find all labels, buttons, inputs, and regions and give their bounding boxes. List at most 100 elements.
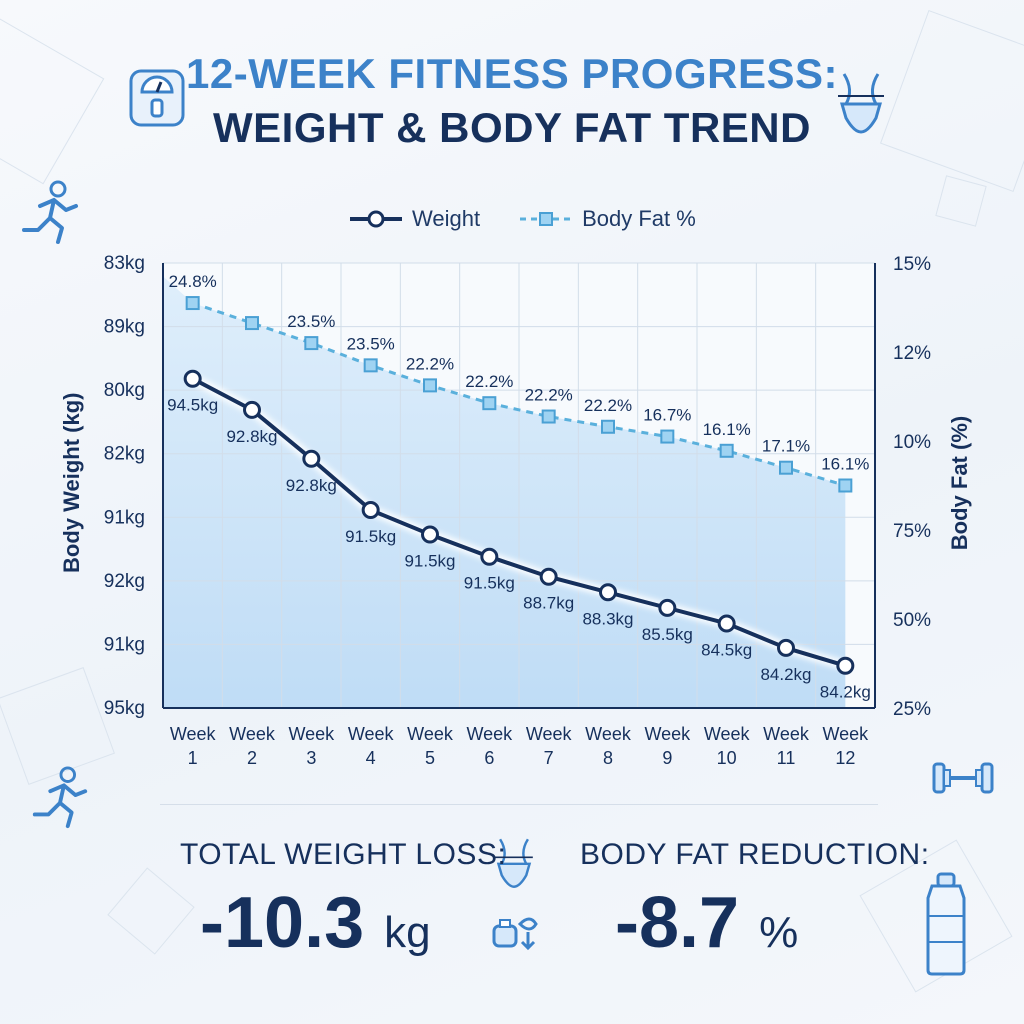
weight-data-label: 84.2kg xyxy=(820,683,871,702)
legend-item-weight: Weight xyxy=(348,206,480,232)
x-tick-label: Week xyxy=(407,724,454,744)
x-tick-label: Week xyxy=(704,724,751,744)
right-tick-label: 50% xyxy=(893,610,931,631)
body-fat-marker xyxy=(719,443,734,458)
body-fat-data-label: 16.7% xyxy=(643,406,691,425)
weight-marker xyxy=(717,614,736,633)
x-tick-label: 8 xyxy=(603,748,613,768)
weight-marker xyxy=(777,638,795,657)
weight-legend-icon xyxy=(350,210,402,228)
chart-title-line1: 12-WEEK FITNESS PROGRESS: xyxy=(186,50,838,97)
x-tick-label: 6 xyxy=(484,748,494,768)
legend-item-body-fat: Body Fat % xyxy=(518,206,696,232)
right-tick-label: 10% xyxy=(893,432,931,453)
left-tick-label: 91kg xyxy=(104,507,145,528)
weight-line xyxy=(191,376,846,668)
waist-icon xyxy=(838,73,884,134)
waist-icon xyxy=(495,838,533,888)
x-tick-label: Week xyxy=(585,724,632,744)
body-fat-marker xyxy=(423,378,437,393)
weight-data-label: 84.5kg xyxy=(701,640,752,659)
left-tick-label: 91kg xyxy=(104,634,145,655)
body-fat-marker xyxy=(601,419,615,434)
body-fat-data-label: 23.5% xyxy=(287,312,335,331)
body-fat-marker xyxy=(660,429,675,444)
right-tick-label: 12% xyxy=(893,343,931,364)
dumbbell-icon xyxy=(932,762,994,794)
x-tick-label: Week xyxy=(348,724,395,744)
left-tick-label: 95kg xyxy=(104,698,145,719)
body-fat-data-label: 16.1% xyxy=(703,420,751,439)
legend-label-weight: Weight xyxy=(412,206,481,231)
x-tick-label: 7 xyxy=(544,748,554,768)
fat-reduction-value: -8.7 % xyxy=(615,882,798,964)
supplements-icon xyxy=(492,917,538,951)
body-fat-marker xyxy=(185,296,200,311)
x-tick-label: 3 xyxy=(306,748,316,768)
body-fat-marker xyxy=(482,396,497,411)
runner-icon xyxy=(32,766,88,829)
x-tick-label: 2 xyxy=(247,748,257,768)
stats-divider xyxy=(160,804,878,805)
body-fat-marker xyxy=(779,460,793,475)
x-tick-label: Week xyxy=(644,724,691,744)
x-tick-label: 5 xyxy=(425,748,435,768)
weight-marker xyxy=(183,369,202,388)
body-fat-marker xyxy=(363,358,378,373)
x-tick-label: 9 xyxy=(662,748,672,768)
weight-loss-value: -10.3 kg xyxy=(200,882,431,964)
x-tick-label: 12 xyxy=(835,748,855,768)
weight-data-label: 88.7kg xyxy=(523,594,574,613)
weight-marker xyxy=(658,598,677,617)
body-fat-marker xyxy=(541,409,556,424)
x-tick-label: Week xyxy=(822,724,869,744)
weight-data-label: 88.3kg xyxy=(582,609,633,628)
x-tick-label: Week xyxy=(229,724,276,744)
body-fat-data-label: 22.2% xyxy=(465,372,513,391)
weight-marker xyxy=(302,449,321,468)
left-tick-label: 83kg xyxy=(104,253,145,274)
runner-icon xyxy=(22,180,78,244)
weight-marker xyxy=(836,656,855,675)
weight-marker xyxy=(243,400,261,419)
chart-title-line2: WEIGHT & BODY FAT TREND xyxy=(213,104,811,151)
weight-data-label: 92.8kg xyxy=(226,427,277,446)
body-fat-marker xyxy=(245,316,259,331)
weight-marker xyxy=(539,567,558,586)
x-tick-label: Week xyxy=(288,724,335,744)
x-tick-label: 4 xyxy=(366,748,376,768)
x-tick-label: Week xyxy=(170,724,217,744)
body-fat-data-label: 23.5% xyxy=(347,334,395,353)
body-fat-area xyxy=(163,276,846,708)
water-bottle-icon xyxy=(926,872,966,976)
right-tick-label: 25% xyxy=(893,699,931,720)
weight-data-label: 92.8kg xyxy=(286,476,337,495)
body-fat-data-label: 22.2% xyxy=(525,386,573,405)
weight-marker xyxy=(480,547,499,566)
x-tick-label: Week xyxy=(466,724,513,744)
body-fat-data-label: 16.1% xyxy=(821,455,869,474)
scale-icon xyxy=(129,69,185,127)
left-tick-label: 92kg xyxy=(104,571,145,592)
right-tick-label: 15% xyxy=(893,254,931,275)
fat-reduction-unit: % xyxy=(759,908,799,957)
body-fat-legend-icon xyxy=(520,212,573,226)
x-tick-label: Week xyxy=(526,724,573,744)
weight-marker xyxy=(599,583,617,602)
left-tick-label: 89kg xyxy=(104,317,145,338)
right-tick-label: 75% xyxy=(893,521,931,542)
body-fat-marker xyxy=(304,336,319,351)
weight-loss-number: -10.3 xyxy=(200,883,365,963)
weight-data-label: 91.5kg xyxy=(404,551,455,570)
weight-loss-label: TOTAL WEIGHT LOSS: xyxy=(180,838,507,871)
legend-label-body-fat: Body Fat % xyxy=(582,206,696,231)
weight-data-label: 85.5kg xyxy=(642,625,693,644)
fat-reduction-number: -8.7 xyxy=(615,883,740,963)
weight-data-label: 91.5kg xyxy=(464,574,515,593)
weight-loss-unit: kg xyxy=(384,908,431,957)
background-decoration xyxy=(107,867,195,955)
left-tick-label: 82kg xyxy=(104,444,145,465)
weight-marker xyxy=(421,525,439,544)
fat-reduction-label: BODY FAT REDUCTION: xyxy=(580,838,930,871)
body-fat-data-label: 17.1% xyxy=(762,437,810,456)
